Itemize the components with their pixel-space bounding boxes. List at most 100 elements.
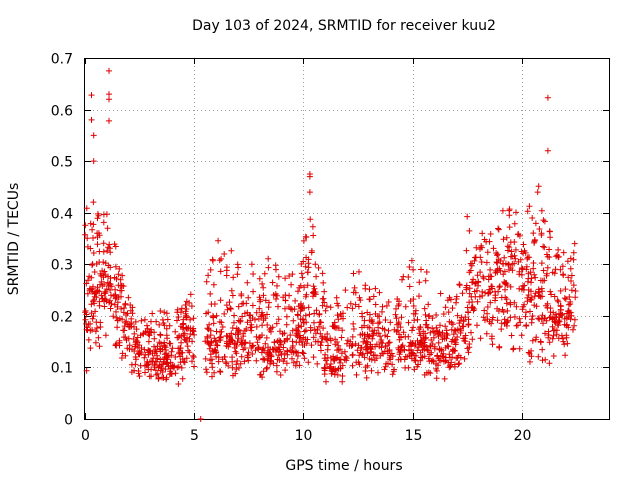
data-point [84, 235, 91, 242]
y-tick-label: 0.1 [51, 361, 73, 377]
data-point [175, 381, 182, 387]
data-point [484, 304, 491, 310]
data-point [489, 341, 496, 348]
data-point [273, 320, 280, 327]
data-point [234, 271, 241, 278]
data-point [145, 366, 152, 373]
data-point [231, 319, 237, 326]
y-axis-label: SRMTID / TECUs [6, 183, 22, 296]
data-point [314, 360, 321, 367]
data-point [523, 322, 530, 329]
data-point [100, 219, 107, 226]
data-point [474, 298, 481, 305]
data-point [317, 342, 324, 349]
data-point [544, 147, 551, 154]
data-point [88, 301, 95, 308]
data-point [508, 248, 515, 255]
data-point [447, 362, 453, 369]
data-point [148, 326, 155, 333]
data-point [379, 303, 386, 310]
data-point [320, 325, 327, 332]
data-point [254, 339, 261, 346]
y-tick-label: 0.5 [51, 155, 73, 171]
data-point [215, 358, 222, 365]
data-point [544, 264, 551, 271]
data-point [178, 349, 185, 356]
data-point [454, 312, 461, 319]
data-point [359, 313, 366, 320]
data-point [525, 292, 532, 298]
data-point [398, 343, 405, 350]
data-point [514, 322, 521, 329]
data-point [570, 326, 576, 333]
data-point [386, 347, 393, 353]
data-point [525, 270, 532, 277]
data-point [349, 362, 356, 369]
data-point [282, 297, 289, 304]
data-point [191, 363, 198, 370]
data-point [187, 291, 194, 298]
data-point [510, 345, 517, 352]
data-point [144, 322, 150, 329]
data-point [181, 330, 188, 337]
data-point [355, 359, 362, 366]
data-point [253, 357, 260, 364]
data-point [375, 320, 382, 327]
data-point [369, 335, 376, 342]
data-point [88, 116, 95, 123]
data-point [532, 274, 539, 281]
data-point [525, 349, 532, 356]
data-point [540, 217, 547, 224]
data-point [189, 327, 196, 334]
data-point [506, 224, 513, 231]
data-point [287, 332, 294, 339]
data-point [282, 275, 289, 282]
data-point [479, 288, 486, 295]
data-point [164, 335, 171, 342]
data-point [468, 293, 475, 300]
data-point [112, 342, 119, 349]
data-point [527, 308, 533, 315]
data-point [305, 359, 312, 366]
data-point [337, 359, 344, 366]
data-point [379, 308, 385, 315]
data-point [520, 241, 527, 248]
data-point [153, 348, 160, 355]
data-point [174, 317, 180, 324]
data-point [528, 296, 535, 303]
data-point [295, 324, 302, 331]
data-point [212, 350, 219, 356]
data-point [408, 355, 415, 362]
data-point [556, 318, 563, 325]
data-point [232, 348, 239, 355]
data-points [82, 67, 579, 422]
data-point [555, 322, 562, 329]
data-point [383, 302, 390, 309]
data-point [422, 277, 429, 284]
data-point [352, 301, 359, 308]
data-point [275, 316, 282, 323]
data-point [435, 339, 442, 346]
data-point [567, 301, 574, 307]
data-point [321, 288, 328, 295]
data-point [566, 309, 573, 316]
data-point [311, 319, 317, 326]
data-point [134, 344, 141, 351]
data-point [301, 328, 308, 335]
data-point [304, 282, 311, 289]
data-point [111, 241, 118, 248]
data-point [301, 355, 308, 362]
data-point [255, 315, 262, 322]
data-point [518, 265, 525, 271]
data-point [546, 360, 553, 367]
data-point [217, 329, 224, 335]
data-point [467, 260, 474, 267]
data-point [148, 373, 155, 380]
data-point [306, 311, 313, 318]
data-point [473, 244, 480, 251]
data-point [506, 261, 512, 268]
data-point [321, 299, 328, 306]
data-point [289, 355, 295, 362]
data-point [406, 264, 413, 270]
data-point [448, 319, 455, 326]
